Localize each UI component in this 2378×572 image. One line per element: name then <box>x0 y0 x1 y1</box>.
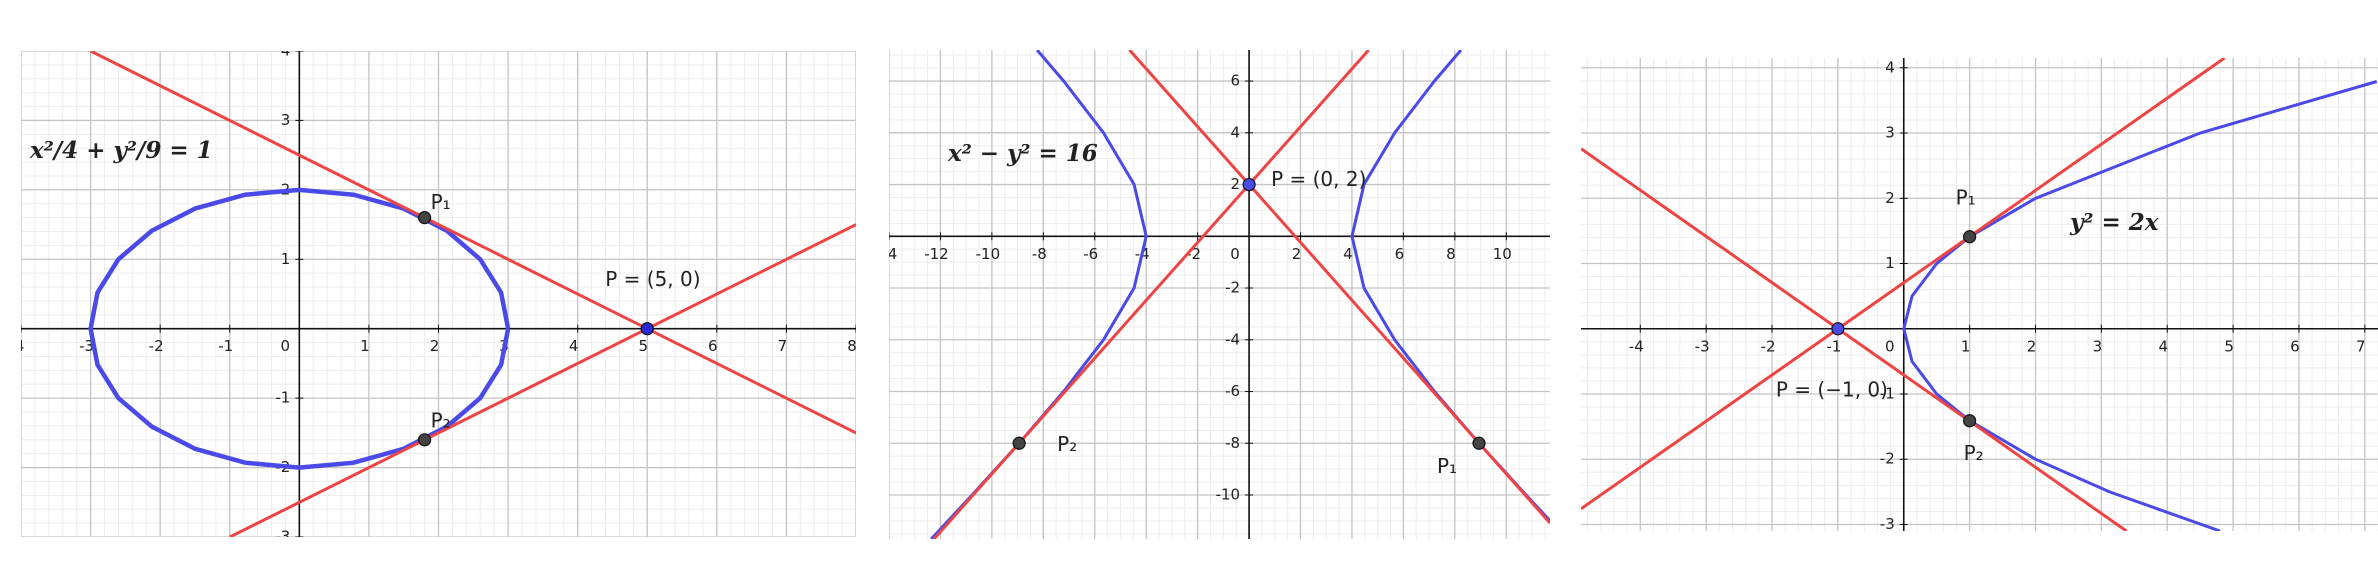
curve <box>1350 50 1550 523</box>
x-tick-label: 5 <box>2224 337 2234 355</box>
equation-label: x² − y² = 16 <box>947 140 1098 167</box>
x-tick-label: -4 <box>10 337 25 355</box>
x-tick-label: 8 <box>1446 245 1456 263</box>
x-tick-label: 5 <box>638 337 648 355</box>
y-tick-label: 4 <box>1885 58 1895 76</box>
y-tick-label: -1 <box>275 389 290 407</box>
x-tick-label: 1 <box>1961 337 1971 355</box>
y-tick-label: 3 <box>281 111 291 129</box>
x-tick-label: 6 <box>1395 245 1405 263</box>
x-tick-label: -2 <box>149 337 164 355</box>
y-tick-label: -8 <box>1225 434 1240 452</box>
x-tick-label: -10 <box>976 245 1001 263</box>
point <box>1831 322 1845 336</box>
curve <box>1902 80 2378 531</box>
y-tick-label: -4 <box>1225 330 1240 348</box>
plot-area: -14 -12 -10 -8 -6 -4 -2 0 2 4 6 8 10-10-8-6-4-2246P … <box>873 50 1550 539</box>
point-label: P₂ <box>1964 441 1984 465</box>
x-tick-label: 4 <box>2158 337 2168 355</box>
x-tick-label: -1 <box>218 337 233 355</box>
x-tick-label: 0 <box>281 337 291 355</box>
y-tick-label: 2 <box>1885 189 1895 207</box>
point-label: P₂ <box>431 408 451 432</box>
x-tick-label: -14 <box>873 245 898 263</box>
point <box>417 433 432 447</box>
x-tick-label: 4 <box>569 337 579 355</box>
x-tick-label: 7 <box>2356 337 2366 355</box>
x-tick-label: -12 <box>924 245 949 263</box>
x-tick-label: 6 <box>2290 337 2300 355</box>
curve <box>930 50 1148 539</box>
x-tick-label: 7 <box>778 337 788 355</box>
point-label: P₁ <box>431 190 451 214</box>
point <box>417 211 432 225</box>
curve <box>89 51 856 435</box>
x-tick-label: 3 <box>2093 337 2103 355</box>
curve <box>1581 58 2226 511</box>
point <box>1242 177 1256 192</box>
y-tick-label: -2 <box>1880 450 1895 468</box>
x-tick-label: 1 <box>360 337 370 355</box>
y-tick-label: -3 <box>275 528 290 546</box>
x-tick-label: -4 <box>1629 337 1644 355</box>
x-tick-label: -6 <box>1083 245 1098 263</box>
y-tick-label: -10 <box>1216 486 1241 504</box>
x-tick-label: -1 <box>1826 337 1841 355</box>
point <box>640 322 654 336</box>
point-label: P = (5, 0) <box>605 267 700 291</box>
x-tick-label: 0 <box>1230 245 1240 263</box>
curve <box>229 223 856 537</box>
x-tick-label: 2 <box>430 337 440 355</box>
point-label: P = (0, 2) <box>1271 167 1366 191</box>
y-tick-label: 3 <box>1885 124 1895 142</box>
x-tick-label: 6 <box>708 337 718 355</box>
point-label: P₂ <box>1057 432 1077 456</box>
point-label: P₁ <box>1437 454 1457 478</box>
curve <box>1128 50 1550 524</box>
x-tick-label: 2 <box>2027 337 2037 355</box>
y-tick-label: 1 <box>1885 254 1895 272</box>
x-tick-label: -3 <box>79 337 94 355</box>
x-tick-label: -3 <box>1695 337 1710 355</box>
point <box>1472 436 1486 450</box>
y-tick-label: -3 <box>1880 515 1895 533</box>
x-tick-label: -5 <box>1563 337 1578 355</box>
x-tick-label: 4 <box>1343 245 1353 263</box>
x-tick-label: 10 <box>1493 245 1512 263</box>
y-tick-label: -6 <box>1225 382 1240 400</box>
x-tick-label: -2 <box>1761 337 1776 355</box>
equation-label: y² = 2x <box>2069 209 2159 236</box>
plot-panel: -14 -12 -10 -8 -6 -4 -2 0 2 4 6 8 10-10-8-6-4-2246P … <box>873 50 1550 539</box>
point-label: P₁ <box>1956 185 1976 209</box>
x-tick-label: -8 <box>1032 245 1047 263</box>
curve <box>932 50 1370 539</box>
curve <box>1581 147 2128 531</box>
equation-label: x²/4 + y²/9 = 1 <box>29 137 213 164</box>
point <box>1963 414 1977 428</box>
y-tick-label: 4 <box>281 42 291 60</box>
y-tick-label: 6 <box>1231 72 1241 90</box>
point-label: P = (−1, 0) <box>1776 377 1888 401</box>
point <box>1012 436 1026 450</box>
x-tick-label: 0 <box>1885 337 1895 355</box>
y-tick-label: 1 <box>281 250 291 268</box>
y-tick-label: -1 <box>1880 384 1895 402</box>
y-tick-label: 2 <box>1231 175 1241 193</box>
point <box>1963 230 1977 244</box>
y-tick-label: 4 <box>1231 123 1241 141</box>
x-tick-label: 2 <box>1292 245 1302 263</box>
y-tick-label: -2 <box>1225 279 1240 297</box>
plot-area: -5 -4 -3 -2 -1 0 1 2 3 4 5 6 7 -3 -2 -1 1 2 3 4 P = (−1, 0) P… <box>1563 58 2378 533</box>
x-tick-label: 8 <box>847 337 857 355</box>
plot-panel: -5 -4 -3 -2 -1 0 1 2 3 4 5 6 7 -3 -2 -1 1 2 3 4 P = (−1, 0) P… <box>1563 58 2378 533</box>
